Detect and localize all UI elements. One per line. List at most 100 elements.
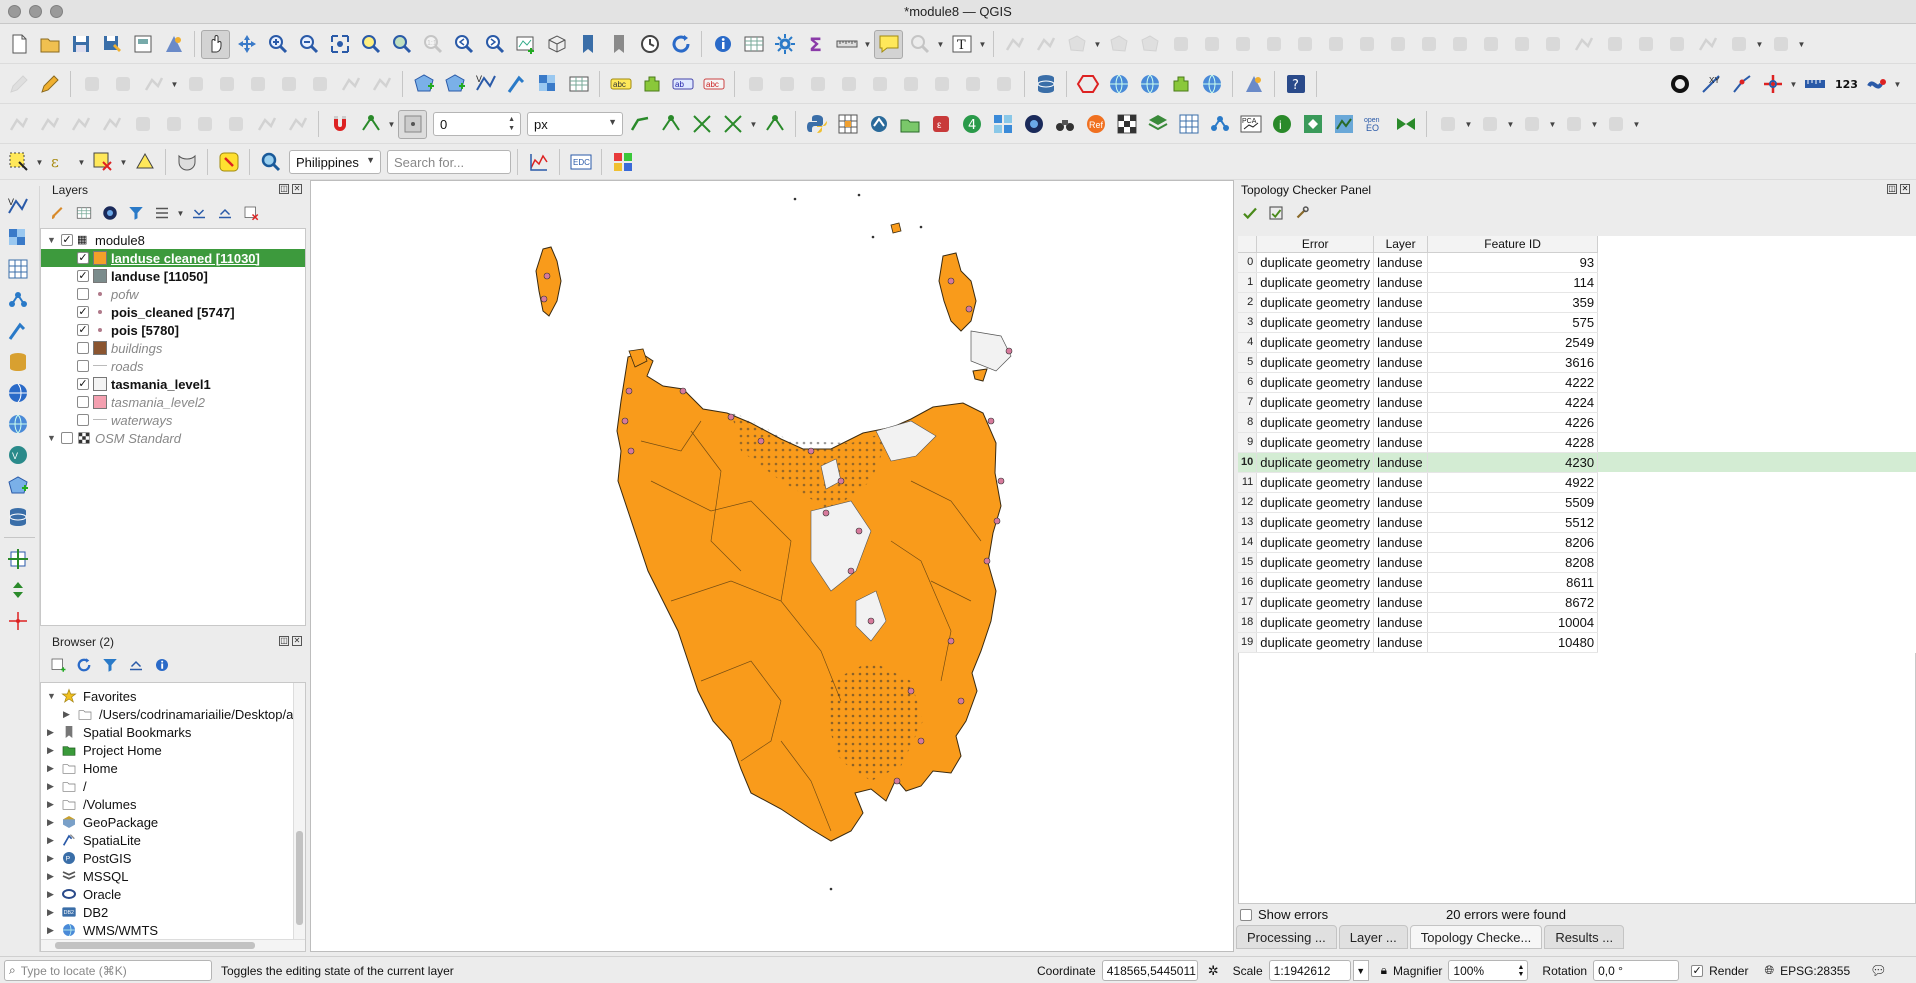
float-panel-button[interactable]: ◫ bbox=[279, 636, 289, 646]
table-row[interactable]: 14 duplicate geometry landuse 8206 bbox=[1238, 532, 1916, 553]
chevron-down-icon[interactable]: ▼ bbox=[863, 39, 872, 49]
annotation-18-icon[interactable] bbox=[1538, 30, 1567, 59]
open-attribute-table-icon[interactable] bbox=[739, 30, 768, 59]
annotation-21-icon[interactable] bbox=[1631, 30, 1660, 59]
add-spatialite-icon[interactable] bbox=[3, 347, 32, 376]
new-vector-layer-icon[interactable]: V bbox=[471, 70, 500, 99]
zoom-next-icon[interactable] bbox=[480, 30, 509, 59]
label-tool-6-icon[interactable] bbox=[896, 70, 925, 99]
python-console-icon[interactable] bbox=[802, 110, 831, 139]
table-row[interactable]: 7 duplicate geometry landuse 4224 bbox=[1238, 392, 1916, 413]
table-row[interactable]: 8 duplicate geometry landuse 4226 bbox=[1238, 412, 1916, 433]
annotation-14-icon[interactable] bbox=[1414, 30, 1443, 59]
filter-browser-icon[interactable] bbox=[98, 653, 122, 677]
select-features-icon[interactable] bbox=[4, 148, 33, 177]
cad-tool-icon[interactable] bbox=[1758, 70, 1787, 99]
help-contents-icon[interactable]: ? bbox=[1281, 70, 1310, 99]
tab-topology-checker[interactable]: Topology Checke... bbox=[1409, 925, 1543, 949]
add-gps-icon[interactable] bbox=[3, 316, 32, 345]
add-polygon-icon[interactable] bbox=[409, 70, 438, 99]
elevation-profile-icon[interactable] bbox=[524, 148, 553, 177]
zoom-to-layer-icon[interactable] bbox=[387, 30, 416, 59]
coordinate-field[interactable]: 418565,5445011 bbox=[1101, 960, 1198, 981]
label-tool-8-icon[interactable] bbox=[958, 70, 987, 99]
layer-item[interactable]: ✓ pois_cleaned [5747] bbox=[41, 303, 305, 321]
layer-item[interactable]: pofw bbox=[41, 285, 305, 303]
avoid-overlap-icon[interactable] bbox=[760, 110, 789, 139]
add-selected-icon[interactable] bbox=[46, 653, 70, 677]
layer-item[interactable]: ✓ pois [5780] bbox=[41, 321, 305, 339]
render-checkbox[interactable]: ✓ bbox=[1691, 964, 1704, 977]
layer-diagram-icon[interactable] bbox=[637, 70, 666, 99]
adv-5-icon[interactable] bbox=[128, 110, 157, 139]
add-group-icon[interactable] bbox=[72, 201, 96, 225]
chevron-down-icon[interactable]: ▼ bbox=[47, 433, 56, 443]
layer-visibility-checkbox[interactable]: ✓ bbox=[77, 324, 89, 336]
adv-2-icon[interactable] bbox=[35, 110, 64, 139]
table-row[interactable]: 19 duplicate geometry landuse 10480 bbox=[1238, 632, 1916, 653]
advanced-digitizing-icon[interactable]: XY bbox=[1696, 70, 1725, 99]
tracing-icon[interactable] bbox=[625, 110, 654, 139]
ring-tool-icon[interactable] bbox=[1665, 70, 1694, 99]
filter-legend-icon[interactable] bbox=[124, 201, 148, 225]
table-row[interactable]: 2 duplicate geometry landuse 359 bbox=[1238, 292, 1916, 313]
scale-dropdown-icon[interactable]: ▼ bbox=[1352, 960, 1369, 981]
mosaic-tool-icon[interactable] bbox=[608, 148, 637, 177]
layer-visibility-checkbox[interactable] bbox=[77, 288, 89, 300]
float-panel-button[interactable]: ◫ bbox=[1887, 184, 1897, 194]
refresh-icon[interactable] bbox=[666, 30, 695, 59]
shape-1-icon[interactable] bbox=[1433, 110, 1462, 139]
chevron-right-icon[interactable]: ▶ bbox=[47, 798, 54, 809]
adv-10-icon[interactable] bbox=[283, 110, 312, 139]
raster-tool-icon[interactable] bbox=[533, 70, 562, 99]
layer-item[interactable]: ✓ landuse cleaned [11030] bbox=[41, 249, 305, 267]
locator-search-icon[interactable] bbox=[256, 148, 285, 177]
table-row[interactable]: 5 duplicate geometry landuse 3616 bbox=[1238, 352, 1916, 373]
table-row[interactable]: 12 duplicate geometry landuse 5509 bbox=[1238, 492, 1916, 513]
quickmap-icon[interactable] bbox=[1104, 70, 1133, 99]
new-3d-map-icon[interactable] bbox=[542, 30, 571, 59]
cut-icon[interactable] bbox=[243, 70, 272, 99]
plugin-tiles-icon[interactable] bbox=[988, 110, 1017, 139]
chevron-down-icon[interactable]: ▼ bbox=[1590, 119, 1599, 129]
configure-rules-icon[interactable] bbox=[1290, 201, 1314, 225]
manage-map-themes-icon[interactable] bbox=[98, 201, 122, 225]
chevron-down-icon[interactable]: ▼ bbox=[1755, 39, 1764, 49]
chevron-right-icon[interactable]: ▶ bbox=[47, 924, 54, 935]
chevron-down-icon[interactable]: ▼ bbox=[978, 39, 987, 49]
add-db-icon[interactable] bbox=[3, 502, 32, 531]
adv-1-icon[interactable] bbox=[4, 110, 33, 139]
topological-editing-icon[interactable] bbox=[656, 110, 685, 139]
open-project-icon[interactable] bbox=[35, 30, 64, 59]
earth-tool-icon[interactable] bbox=[1197, 70, 1226, 99]
chevron-right-icon[interactable]: ▶ bbox=[47, 870, 54, 881]
style-tool-icon[interactable] bbox=[1239, 70, 1268, 99]
collapse-all-icon[interactable] bbox=[213, 201, 237, 225]
new-map-view-icon[interactable] bbox=[511, 30, 540, 59]
text-annotation-icon[interactable]: T bbox=[947, 30, 976, 59]
annotation-13-icon[interactable] bbox=[1383, 30, 1412, 59]
shape-4-icon[interactable] bbox=[1559, 110, 1588, 139]
shape-tool-icon[interactable] bbox=[1862, 70, 1891, 99]
browser-item[interactable]: ▶ /Volumes bbox=[41, 795, 295, 813]
chevron-down-icon[interactable]: ▼ bbox=[47, 235, 56, 245]
add-layer-icon[interactable] bbox=[3, 471, 32, 500]
layer-item[interactable]: roads bbox=[41, 357, 305, 375]
digitize-1-icon[interactable] bbox=[139, 70, 168, 99]
rotation-field[interactable]: 0,0 ° bbox=[1593, 960, 1680, 981]
add-wfs-icon[interactable] bbox=[3, 409, 32, 438]
adv-3-icon[interactable] bbox=[66, 110, 95, 139]
chevron-down-icon[interactable]: ▼ bbox=[176, 208, 185, 218]
select-by-location-icon[interactable] bbox=[130, 148, 159, 177]
browser-item[interactable]: ▼ Favorites bbox=[41, 687, 295, 705]
browser-properties-icon[interactable] bbox=[150, 653, 174, 677]
browser-item[interactable]: ▶ Home bbox=[41, 759, 295, 777]
float-panel-button[interactable]: ◫ bbox=[279, 184, 289, 194]
crs-label[interactable]: EPSG:28355 bbox=[1780, 963, 1851, 978]
layer-item[interactable]: buildings bbox=[41, 339, 305, 357]
browser-item[interactable]: ▶ / bbox=[41, 777, 295, 795]
shape-2-icon[interactable] bbox=[1475, 110, 1504, 139]
measure-tool-icon[interactable] bbox=[1800, 70, 1829, 99]
table-row[interactable]: 4 duplicate geometry landuse 2549 bbox=[1238, 332, 1916, 353]
enable-snapping-icon[interactable] bbox=[325, 110, 354, 139]
